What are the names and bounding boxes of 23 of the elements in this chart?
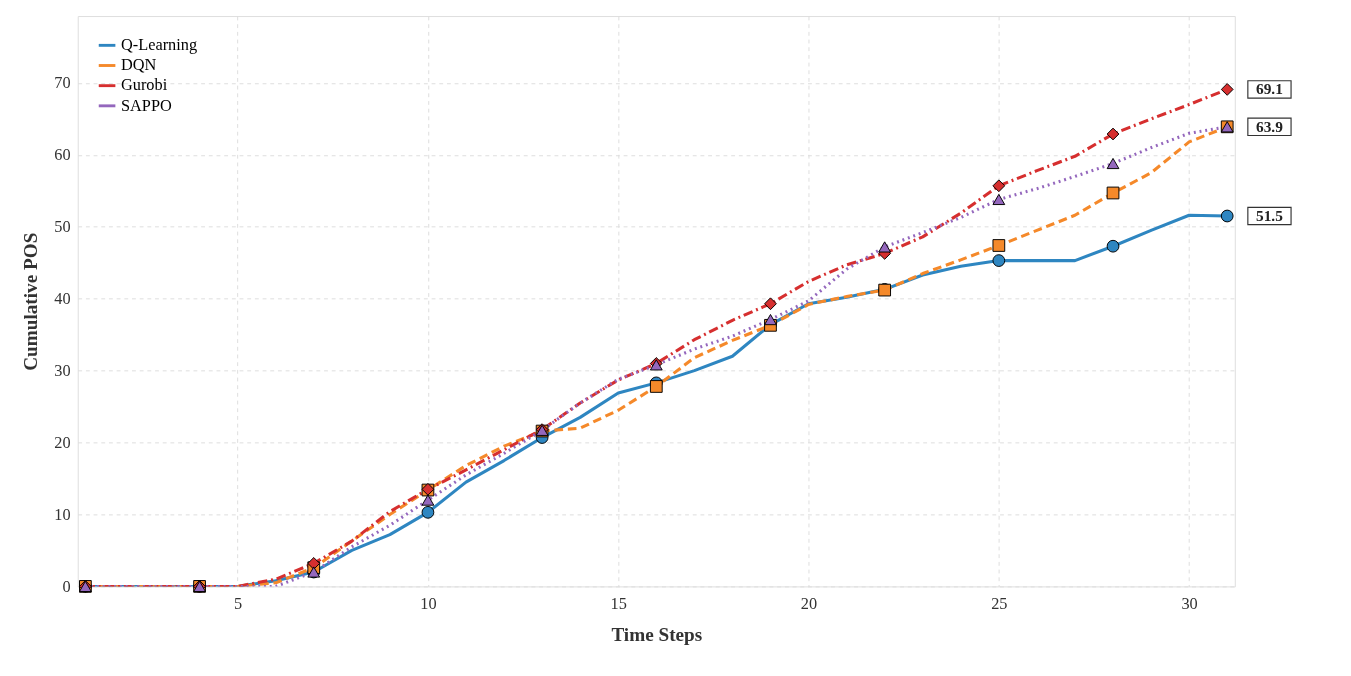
y-tick-label: 10 [54, 504, 71, 524]
x-tick-label: 15 [610, 593, 627, 613]
x-axis-title: Time Steps [611, 623, 703, 645]
data-label: 51.5 [1256, 206, 1284, 224]
y-tick-label: 30 [54, 360, 71, 380]
legend-label: DQN [120, 55, 157, 75]
x-tick-label: 25 [991, 593, 1008, 613]
legend-label: Q-Learning [120, 35, 198, 55]
y-tick-label: 0 [62, 576, 71, 596]
x-tick-label: 10 [420, 593, 437, 613]
x-tick-label: 20 [800, 593, 818, 613]
data-label: 69.1 [1256, 80, 1283, 98]
y-tick-label: 60 [54, 145, 71, 165]
y-axis-title: Cumulative POS [19, 232, 41, 371]
data-label: 63.9 [1256, 117, 1284, 135]
y-tick-label: 20 [54, 432, 71, 452]
y-tick-label: 40 [54, 289, 71, 308]
x-tick-label: 5 [234, 593, 243, 613]
legend-label: Gurobi [120, 75, 168, 95]
y-tick-label: 70 [54, 73, 71, 93]
y-tick-label: 50 [54, 217, 71, 237]
x-tick-label: 30 [1181, 593, 1198, 613]
legend-label: SAPPO [120, 95, 172, 115]
